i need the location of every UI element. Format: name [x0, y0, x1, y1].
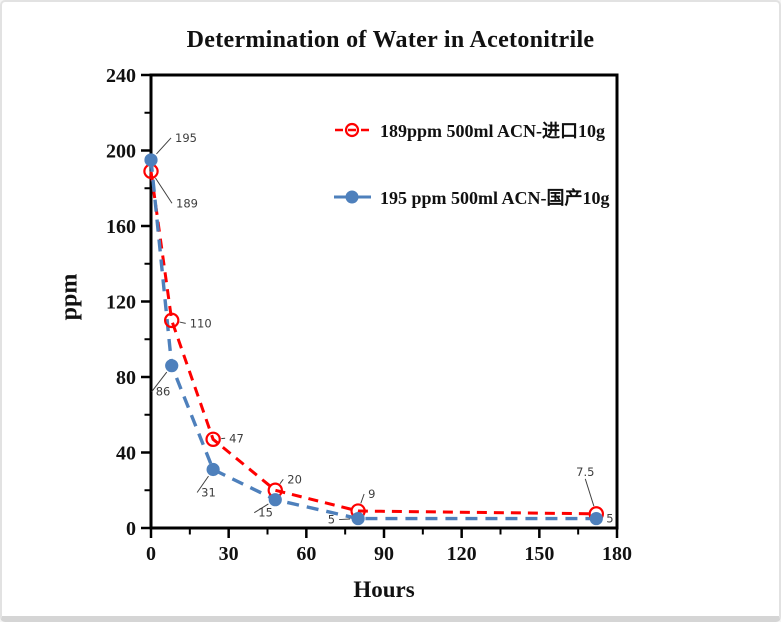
x-tick-label: 180: [602, 543, 632, 565]
data-point: [206, 462, 220, 477]
leader-line: [254, 503, 269, 514]
legend-marker-open-circle-icon: [335, 122, 370, 138]
point-label: 7.5: [576, 465, 594, 479]
leader-line: [155, 177, 173, 204]
legend-item-domestic: 195 ppm 500ml ACN-国产10g: [334, 184, 610, 210]
point-label: 15: [258, 506, 273, 520]
y-tick-label: 160: [106, 216, 136, 238]
plot-frame: [149, 73, 619, 530]
y-tick-label: 80: [116, 367, 136, 389]
chart-title: Determination of Water in Acetonitrile: [186, 27, 595, 53]
leader-line: [179, 321, 186, 324]
x-tick-label: 30: [219, 543, 239, 565]
series-line-0: [149, 171, 597, 516]
data-point: [268, 493, 282, 507]
data-point: [165, 359, 179, 373]
point-label: 5: [606, 512, 613, 526]
y-axis-title: ppm: [56, 273, 83, 321]
point-label: 189: [176, 196, 198, 210]
y-tick-label: 0: [126, 518, 136, 540]
leader-line: [360, 493, 365, 504]
data-point: [205, 431, 221, 447]
y-tick-label: 120: [106, 292, 136, 314]
leader-line: [196, 475, 209, 493]
leader-line: [156, 137, 172, 155]
point-label: 31: [201, 485, 216, 499]
point-label: 47: [229, 431, 244, 445]
leader-line: [151, 371, 168, 392]
legend-label: 189ppm 500ml ACN-进口10g: [380, 121, 606, 141]
x-axis-title: Hours: [353, 577, 415, 602]
x-tick-label: 60: [296, 543, 316, 565]
data-point: [164, 312, 180, 329]
x-tick-label: 150: [524, 543, 554, 565]
y-tick-label: 40: [116, 443, 136, 465]
point-label: 195: [175, 131, 197, 145]
legend-item-imported: 189ppm 500ml ACN-进口10g: [334, 117, 610, 143]
data-point: [351, 511, 365, 526]
series-line-1: [149, 159, 597, 521]
y-tick-label: 200: [106, 141, 136, 163]
x-tick-label: 0: [146, 543, 156, 565]
point-label: 5: [328, 513, 335, 527]
x-tick-label: 120: [447, 543, 477, 565]
legend: 189ppm 500ml ACN-进口10g 195 ppm 500ml ACN…: [334, 117, 610, 210]
leader-line: [339, 518, 351, 521]
data-point: [144, 153, 158, 167]
leader-line: [279, 478, 284, 484]
data-point: [589, 511, 603, 526]
y-tick-label: 240: [106, 65, 136, 87]
legend-marker-filled-circle-icon: [334, 190, 371, 204]
point-label: 110: [190, 316, 212, 330]
point-label: 9: [368, 487, 375, 501]
leader-line: [584, 478, 595, 507]
point-label: 86: [156, 385, 171, 399]
point-label: 20: [287, 472, 302, 486]
x-tick-label: 90: [374, 543, 394, 565]
legend-label: 195 ppm 500ml ACN-国产10g: [380, 188, 610, 208]
